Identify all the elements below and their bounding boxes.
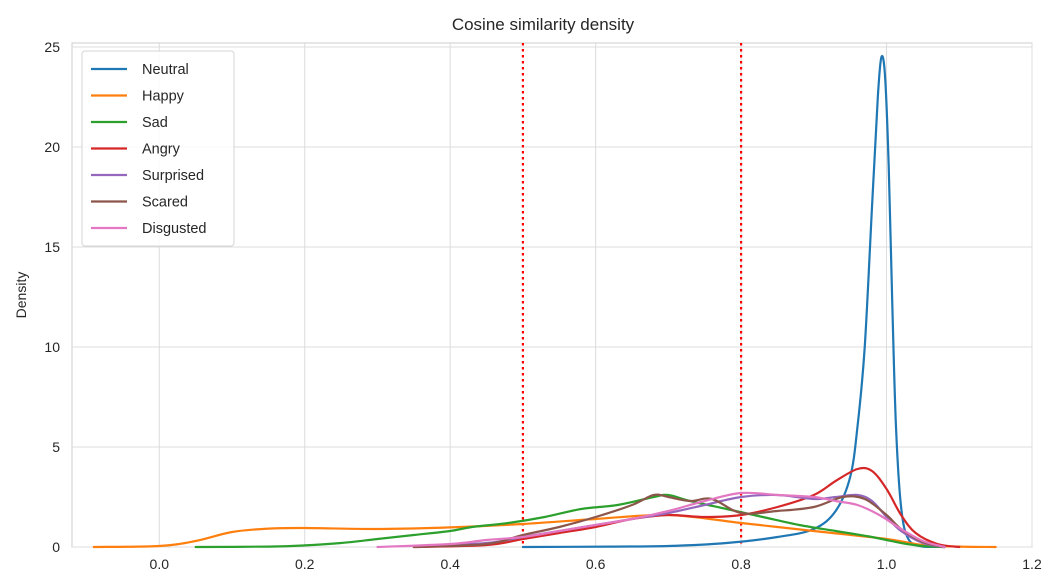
gridlines [72, 43, 1033, 548]
x-tick-label: 0.0 [150, 556, 170, 572]
legend-label-disgusted: Disgusted [142, 221, 206, 237]
legend-label-scared: Scared [142, 195, 188, 211]
x-tick-label: 0.2 [295, 556, 315, 572]
x-tick-label: 0.4 [440, 556, 460, 572]
legend-label-happy: Happy [142, 89, 185, 105]
y-tick-label: 10 [44, 339, 60, 355]
y-tick-labels: 0 5 10 15 20 25 [44, 39, 60, 555]
y-axis-label: Density [13, 272, 29, 319]
y-tick-label: 5 [52, 439, 60, 455]
series-line-disgusted [376, 491, 946, 549]
x-tick-label: 1.0 [877, 556, 897, 572]
x-tick-label: 1.2 [1022, 556, 1042, 572]
series-line-angry [412, 466, 961, 549]
legend-box [81, 50, 235, 247]
series-line-sad [194, 493, 946, 549]
legend-label-neutral: Neutral [142, 62, 189, 78]
series-lines [92, 55, 997, 549]
x-tick-label: 0.8 [731, 556, 751, 572]
legend-label-sad: Sad [142, 115, 168, 131]
x-tick-labels: 0.0 0.2 0.4 0.6 0.8 1.0 1.2 [150, 556, 1042, 572]
series-line-neutral [521, 55, 946, 549]
legend-label-angry: Angry [142, 142, 181, 158]
y-tick-label: 0 [52, 539, 60, 555]
legend-label-surprised: Surprised [142, 168, 204, 184]
y-tick-label: 25 [44, 39, 60, 55]
series-line-happy [92, 513, 997, 549]
legend: Neutral Happy Sad Angry Surprised Scared Disgu… [81, 50, 235, 247]
chart-title: Cosine similarity density [452, 15, 635, 34]
reference-lines [521, 43, 743, 547]
y-tick-label: 20 [44, 139, 60, 155]
y-tick-label: 15 [44, 239, 60, 255]
x-tick-label: 0.6 [586, 556, 606, 572]
